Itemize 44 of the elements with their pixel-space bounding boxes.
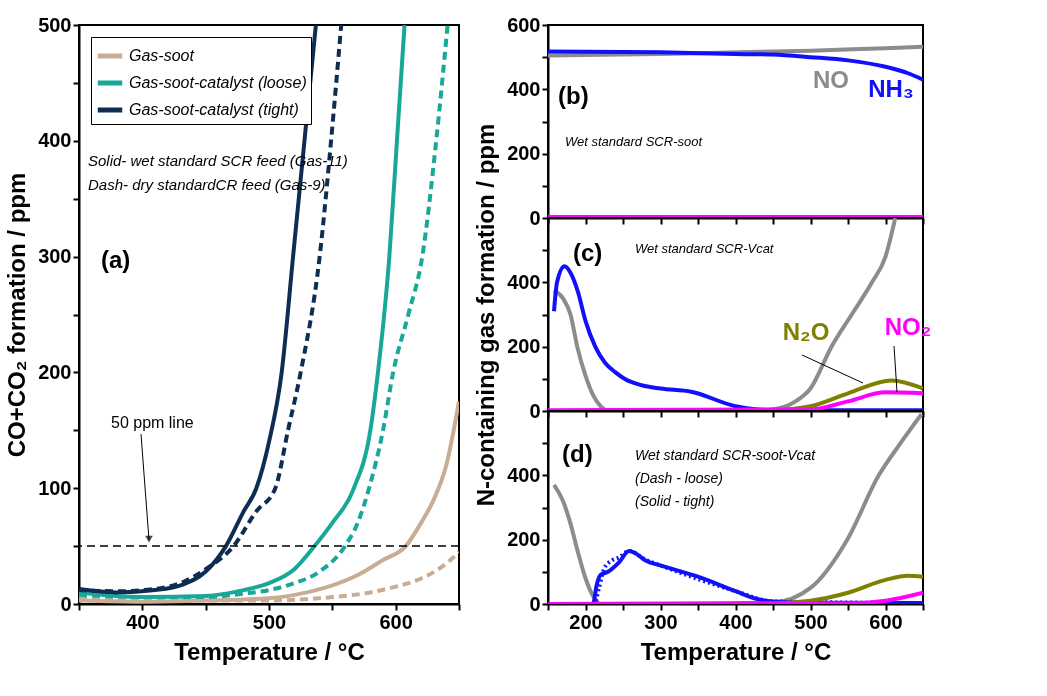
legend-label: Gas-soot <box>129 47 195 64</box>
y-tick-label: 400 <box>38 129 72 152</box>
annotation: (a) <box>101 246 131 273</box>
annotation: (d) <box>562 440 593 467</box>
annotation: (Dash - loose) <box>635 470 723 486</box>
annotation: Wet standard SCR-soot <box>565 134 704 149</box>
y-tick-label: 0 <box>60 592 72 615</box>
x-tick-label: 500 <box>794 610 828 633</box>
x-tick-label: 300 <box>644 610 678 633</box>
y-tick-label: 400 <box>507 77 541 100</box>
y-tick-label: 500 <box>38 13 72 36</box>
series-label: NH₃ <box>868 75 914 102</box>
y-axis-title: N-containing gas formation / ppm <box>472 123 500 507</box>
y-tick-label: 600 <box>507 13 541 36</box>
annotation: (Solid - tight) <box>635 493 715 509</box>
x-tick-label: 500 <box>252 610 287 633</box>
x-tick-label: 400 <box>126 610 160 633</box>
y-tick-label: 200 <box>507 335 541 358</box>
text: N₂O <box>782 318 830 345</box>
y-tick-label: 400 <box>507 270 541 293</box>
annotation: Wet standard SCR-Vcat <box>635 241 775 256</box>
y-tick-label: 400 <box>507 463 541 486</box>
y-tick-label: 0 <box>529 206 541 229</box>
series-label: NO <box>813 66 849 93</box>
ref-line-label: 50 ppm line <box>111 414 194 432</box>
y-tick-label: 300 <box>38 245 72 268</box>
annotation: (c) <box>573 239 603 266</box>
y-tick-label: 200 <box>38 360 72 383</box>
x-tick-label: 600 <box>379 610 413 633</box>
annotation: Wet standard SCR-soot-Vcat <box>635 447 817 463</box>
x-axis-title: Temperature / °C <box>174 637 365 665</box>
legend-label: Gas-soot-catalyst (tight) <box>129 101 299 118</box>
x-axis-title: Temperature / °C <box>640 637 832 665</box>
y-tick-label: 200 <box>507 528 541 551</box>
y-axis-title: CO+CO₂ formation / ppm <box>3 172 31 458</box>
y-tick-label: 0 <box>529 399 541 422</box>
y-tick-label: 200 <box>507 142 541 165</box>
y-tick-label: 100 <box>38 476 72 499</box>
annotation: (b) <box>558 82 589 109</box>
legend-label: Gas-soot-catalyst (loose) <box>129 74 307 91</box>
y-tick-label: 0 <box>529 592 541 615</box>
x-tick-label: 400 <box>719 610 753 633</box>
x-tick-label: 600 <box>869 610 903 633</box>
x-tick-label: 200 <box>569 610 603 633</box>
